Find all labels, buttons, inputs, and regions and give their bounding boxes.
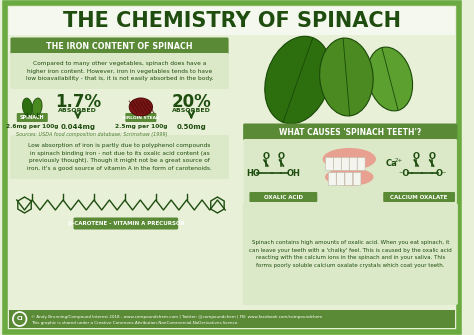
Text: 0.50mg: 0.50mg xyxy=(176,124,206,130)
FancyBboxPatch shape xyxy=(383,192,455,202)
Text: 2.5mg per 100g: 2.5mg per 100g xyxy=(115,124,167,129)
Text: 2+: 2+ xyxy=(395,157,403,162)
Text: O: O xyxy=(263,151,269,160)
FancyBboxPatch shape xyxy=(73,217,178,229)
FancyBboxPatch shape xyxy=(9,310,455,328)
FancyBboxPatch shape xyxy=(249,192,317,202)
Text: SPINACH: SPINACH xyxy=(20,115,45,120)
FancyBboxPatch shape xyxy=(243,203,458,305)
Text: Ca: Ca xyxy=(386,158,398,168)
FancyBboxPatch shape xyxy=(243,124,457,140)
Text: ABSORBED: ABSORBED xyxy=(172,108,211,113)
Text: O: O xyxy=(278,151,285,160)
Text: O: O xyxy=(428,151,435,160)
FancyBboxPatch shape xyxy=(5,3,459,332)
FancyBboxPatch shape xyxy=(10,38,228,55)
Text: Spinach contains high amounts of oxalic acid. When you eat spinach, it
can leave: Spinach contains high amounts of oxalic … xyxy=(249,241,452,268)
Text: This graphic is shared under a Creative Commons Attribution-NonCommercial-NoDeri: This graphic is shared under a Creative … xyxy=(31,321,239,325)
FancyBboxPatch shape xyxy=(341,157,349,171)
Text: OH: OH xyxy=(287,169,301,178)
Ellipse shape xyxy=(325,168,374,186)
FancyBboxPatch shape xyxy=(244,139,457,203)
Text: O: O xyxy=(413,151,419,160)
Text: 1.7%: 1.7% xyxy=(55,93,101,111)
Ellipse shape xyxy=(367,47,412,111)
Text: CALCIUM OXALATE: CALCIUM OXALATE xyxy=(391,195,448,200)
FancyBboxPatch shape xyxy=(328,173,336,186)
Text: WHAT CAUSES 'SPINACH TEETH'?: WHAT CAUSES 'SPINACH TEETH'? xyxy=(279,128,421,136)
FancyBboxPatch shape xyxy=(10,53,229,89)
FancyBboxPatch shape xyxy=(353,173,361,186)
Ellipse shape xyxy=(319,38,373,116)
Ellipse shape xyxy=(32,98,42,116)
Text: SIRLOIN STEAK: SIRLOIN STEAK xyxy=(122,116,160,120)
FancyBboxPatch shape xyxy=(357,157,365,171)
Text: ABSORBED: ABSORBED xyxy=(58,108,97,113)
Ellipse shape xyxy=(22,98,32,116)
Text: Compared to many other vegetables, spinach does have a
higher iron content. Howe: Compared to many other vegetables, spina… xyxy=(26,61,213,81)
Ellipse shape xyxy=(323,148,376,170)
Text: 20%: 20% xyxy=(172,93,211,111)
Text: 2.6mg per 100g: 2.6mg per 100g xyxy=(6,124,58,129)
Text: Sources: USDA food composition database; Scrimshaw (1999): Sources: USDA food composition database;… xyxy=(16,132,167,136)
FancyBboxPatch shape xyxy=(349,157,357,171)
FancyBboxPatch shape xyxy=(326,157,333,171)
FancyBboxPatch shape xyxy=(337,173,345,186)
Text: THE CHEMISTRY OF SPINACH: THE CHEMISTRY OF SPINACH xyxy=(63,11,401,31)
Text: O⁻: O⁻ xyxy=(436,169,447,178)
Ellipse shape xyxy=(265,36,331,124)
Ellipse shape xyxy=(129,98,153,116)
Text: ⁻O: ⁻O xyxy=(399,169,410,178)
Text: 0.044mg: 0.044mg xyxy=(60,124,95,130)
FancyBboxPatch shape xyxy=(334,157,341,171)
Text: Low absorption of iron is partly due to polyphenol compounds
in spinach binding : Low absorption of iron is partly due to … xyxy=(27,143,212,171)
Text: β-CAROTENE - VITAMIN A PRECURSOR: β-CAROTENE - VITAMIN A PRECURSOR xyxy=(68,220,185,225)
FancyBboxPatch shape xyxy=(345,173,353,186)
Text: HO: HO xyxy=(246,169,260,178)
Text: © Andy Brunning/Compound Interest 2018 - www.compoundchem.com | Twitter: @compou: © Andy Brunning/Compound Interest 2018 -… xyxy=(31,315,323,319)
FancyBboxPatch shape xyxy=(10,135,229,179)
Text: OXALIC ACID: OXALIC ACID xyxy=(264,195,303,200)
Text: Ci: Ci xyxy=(17,317,23,322)
FancyBboxPatch shape xyxy=(9,7,455,35)
FancyBboxPatch shape xyxy=(125,113,156,122)
FancyBboxPatch shape xyxy=(17,113,48,122)
Text: THE IRON CONTENT OF SPINACH: THE IRON CONTENT OF SPINACH xyxy=(46,42,193,51)
